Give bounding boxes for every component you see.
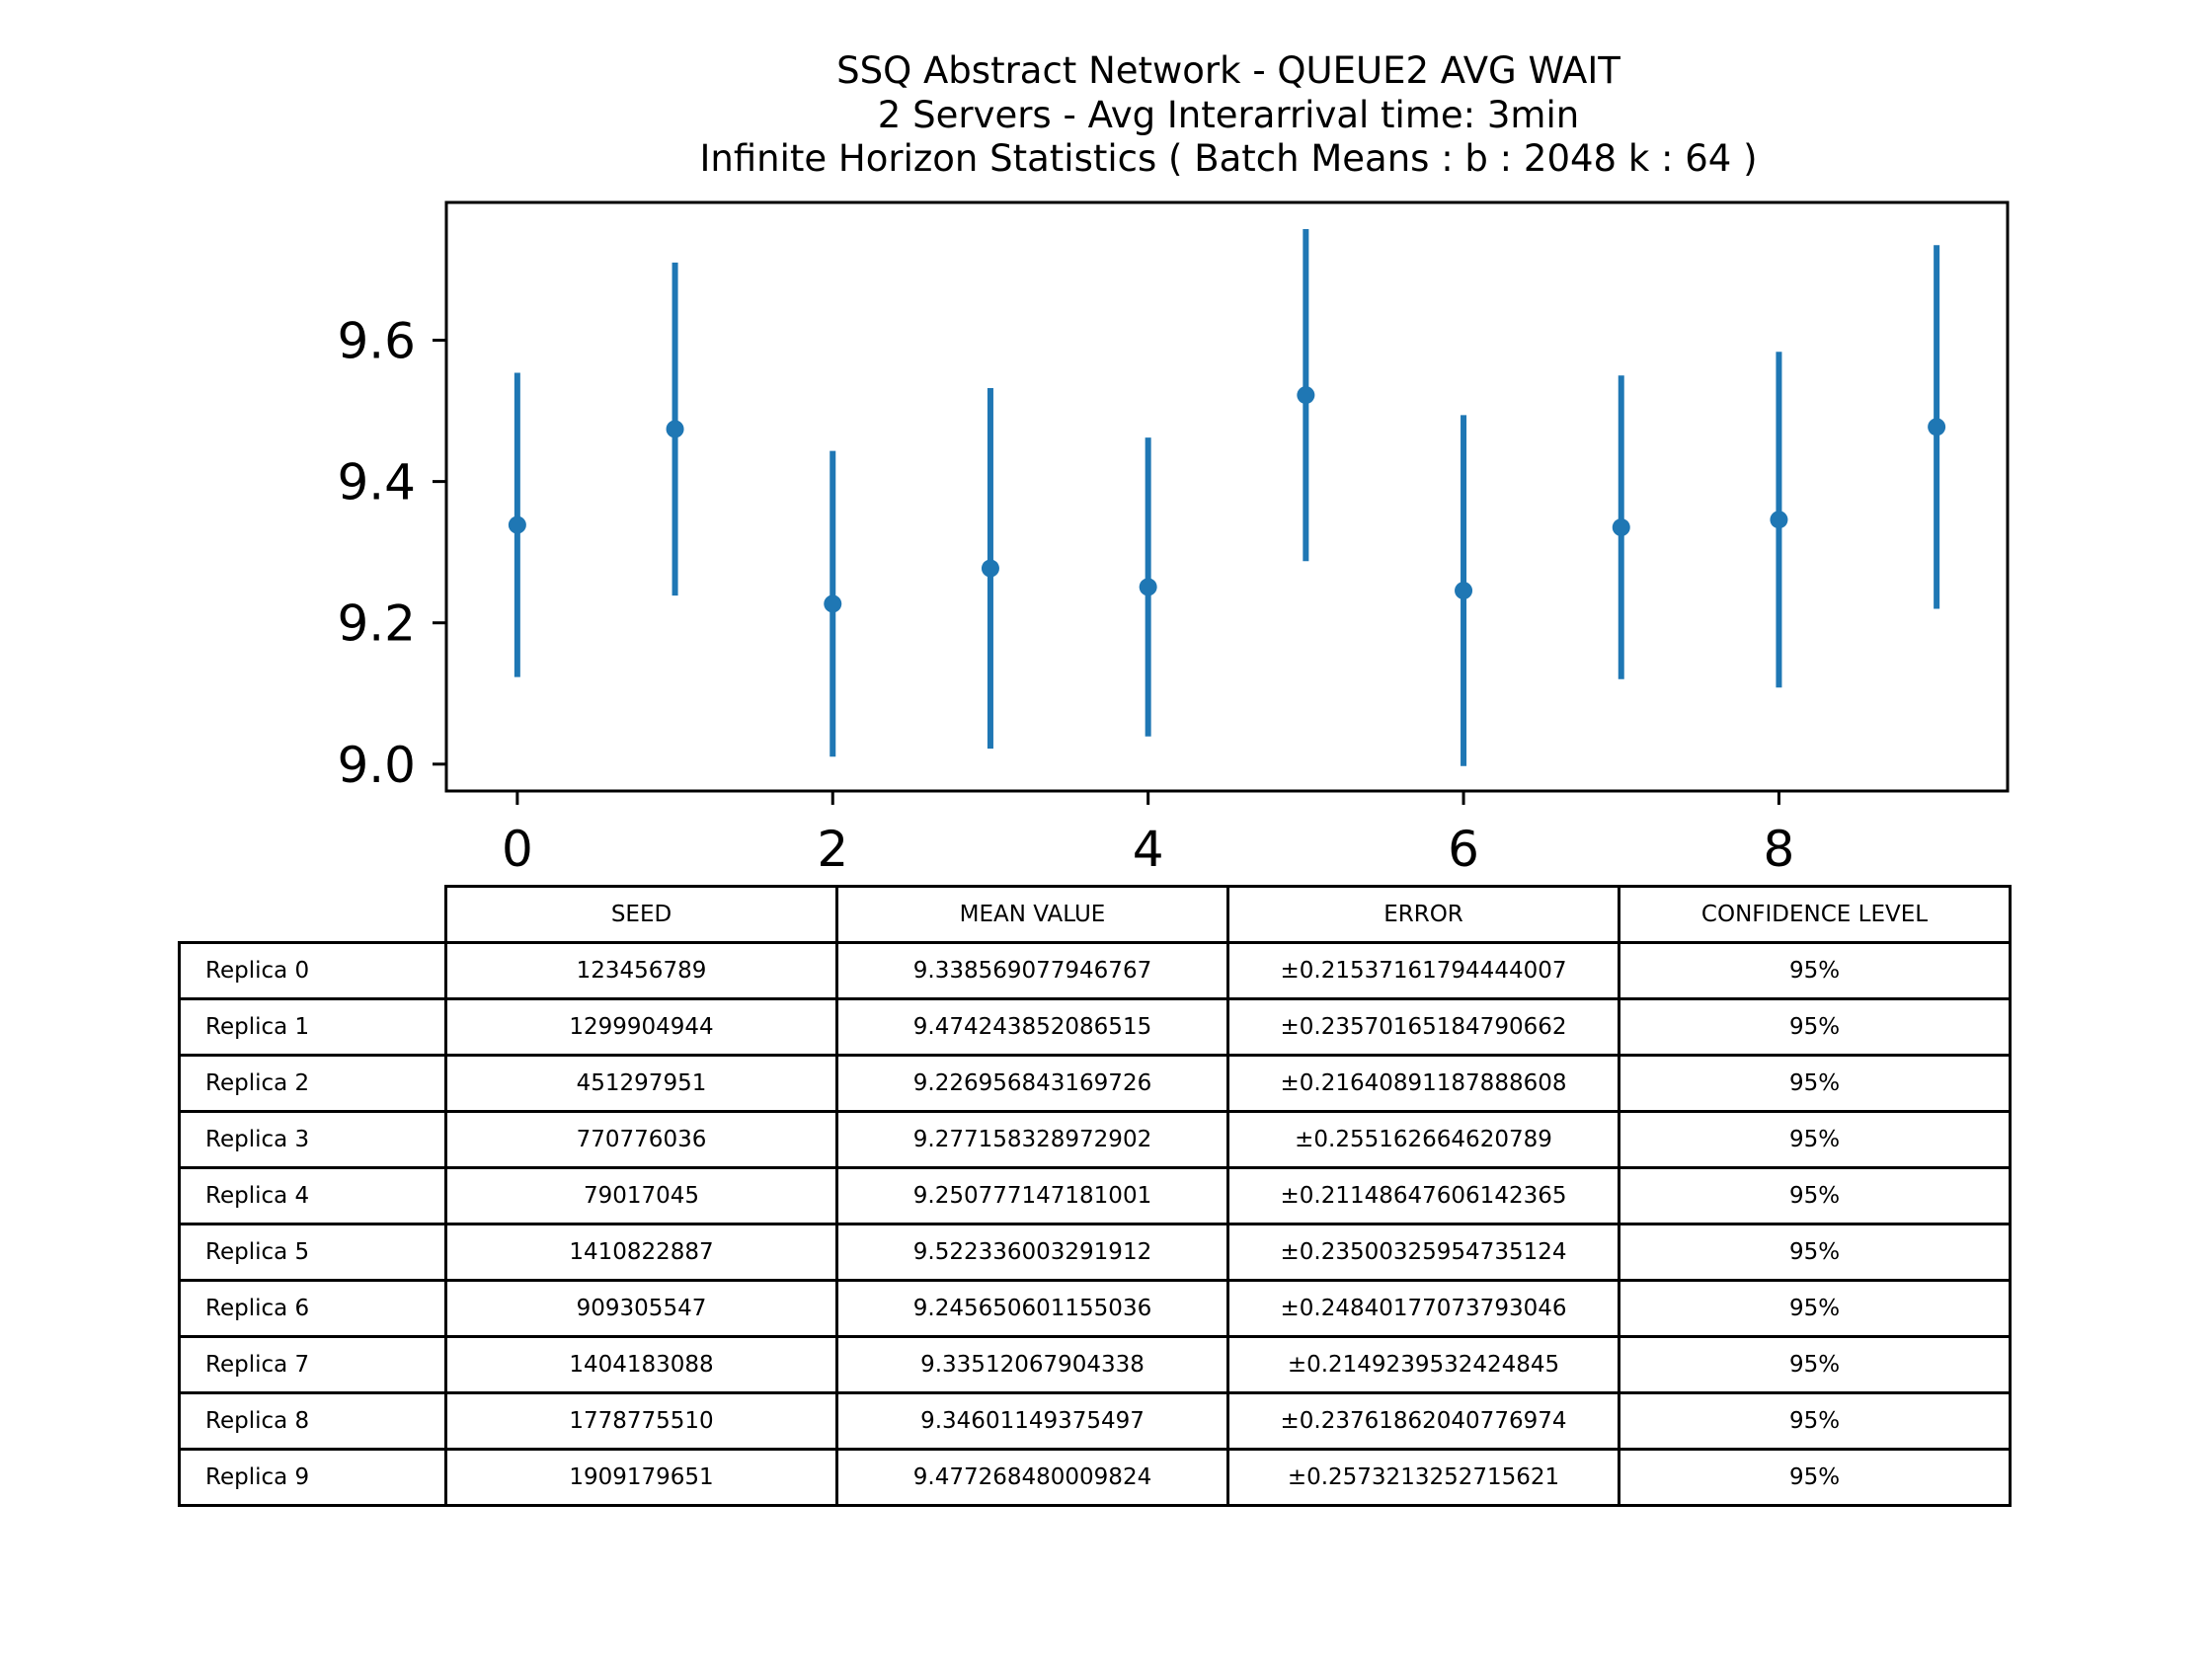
cell-error: ±0.23761862040776974 bbox=[1226, 1391, 1620, 1451]
chart-title-line-3: Infinite Horizon Statistics ( Batch Mean… bbox=[699, 137, 1757, 180]
cell-error: ±0.23500325954735124 bbox=[1226, 1223, 1620, 1282]
x-tick-label-4: 8 bbox=[1764, 821, 1795, 878]
y-axis: 9.0 9.2 9.4 9.6 bbox=[337, 313, 446, 794]
cell-seed: 1299904944 bbox=[444, 997, 838, 1057]
cell-error: ±0.2149239532424845 bbox=[1226, 1335, 1620, 1394]
mean-point-1 bbox=[666, 420, 684, 438]
chart-title-line-1: SSQ Abstract Network - QUEUE2 AVG WAIT bbox=[836, 49, 1620, 92]
row-label: Replica 9 bbox=[178, 1448, 447, 1507]
table-row: Replica 2 451297951 9.226956843169726 ±0.21… bbox=[178, 1054, 2012, 1113]
y-tick-label-0: 9.0 bbox=[337, 737, 416, 794]
cell-seed: 1778775510 bbox=[444, 1391, 838, 1451]
table-row: Replica 0 123456789 9.338569077946767 ±0.21… bbox=[178, 941, 2012, 1000]
row-label: Replica 0 bbox=[178, 941, 447, 1000]
y-tick-label-2: 9.4 bbox=[337, 454, 416, 512]
cell-confidence-level: 95% bbox=[1618, 1391, 2012, 1451]
row-label: Replica 4 bbox=[178, 1166, 447, 1225]
mean-points bbox=[508, 386, 1946, 613]
table-row: Replica 7 1404183088 9.33512067904338 ±0.21… bbox=[178, 1335, 2012, 1394]
mean-point-6 bbox=[1455, 582, 1473, 600]
y-tick-label-3: 9.6 bbox=[337, 313, 416, 370]
chart-title-line-2: 2 Servers - Avg Interarrival time: 3min bbox=[878, 94, 1579, 136]
row-label: Replica 7 bbox=[178, 1335, 447, 1394]
cell-seed: 1404183088 bbox=[444, 1335, 838, 1394]
cell-confidence-level: 95% bbox=[1618, 941, 2012, 1000]
cell-seed: 451297951 bbox=[444, 1054, 838, 1113]
cell-mean-value: 9.474243852086515 bbox=[835, 997, 1229, 1057]
mean-point-3 bbox=[981, 559, 999, 578]
row-label: Replica 5 bbox=[178, 1223, 447, 1282]
x-tick-label-0: 0 bbox=[502, 821, 533, 878]
table-row: Replica 5 1410822887 9.522336003291912 ±0.2… bbox=[178, 1223, 2012, 1282]
cell-confidence-level: 95% bbox=[1618, 997, 2012, 1057]
cell-seed: 123456789 bbox=[444, 941, 838, 1000]
mean-point-7 bbox=[1612, 518, 1630, 537]
cell-confidence-level: 95% bbox=[1618, 1335, 2012, 1394]
mean-point-4 bbox=[1139, 578, 1157, 596]
table-header-row: SEED MEAN VALUE ERROR CONFIDENCE LEVEL bbox=[180, 885, 2012, 944]
row-label: Replica 2 bbox=[178, 1054, 447, 1113]
cell-mean-value: 9.33512067904338 bbox=[835, 1335, 1229, 1394]
errorbar-series bbox=[514, 228, 1940, 766]
column-header-error: ERROR bbox=[1226, 885, 1620, 944]
cell-error: ±0.21148647606142365 bbox=[1226, 1166, 1620, 1225]
y-tick-label-1: 9.2 bbox=[337, 595, 416, 653]
chart-title: SSQ Abstract Network - QUEUE2 AVG WAIT 2… bbox=[699, 49, 1757, 180]
cell-mean-value: 9.34601149375497 bbox=[835, 1391, 1229, 1451]
cell-confidence-level: 95% bbox=[1618, 1166, 2012, 1225]
column-header-mean-value: MEAN VALUE bbox=[835, 885, 1229, 944]
cell-error: ±0.21537161794444007 bbox=[1226, 941, 1620, 1000]
results-table: SEED MEAN VALUE ERROR CONFIDENCE LEVEL R… bbox=[178, 885, 2012, 1507]
cell-confidence-level: 95% bbox=[1618, 1223, 2012, 1282]
cell-confidence-level: 95% bbox=[1618, 1110, 2012, 1169]
cell-error: ±0.2573213252715621 bbox=[1226, 1448, 1620, 1507]
mean-point-9 bbox=[1928, 418, 1946, 436]
table-row: Replica 8 1778775510 9.34601149375497 ±0.23… bbox=[178, 1391, 2012, 1451]
cell-error: ±0.23570165184790662 bbox=[1226, 997, 1620, 1057]
cell-mean-value: 9.522336003291912 bbox=[835, 1223, 1229, 1282]
cell-mean-value: 9.477268480009824 bbox=[835, 1448, 1229, 1507]
row-label: Replica 8 bbox=[178, 1391, 447, 1451]
cell-seed: 770776036 bbox=[444, 1110, 838, 1169]
cell-seed: 1909179651 bbox=[444, 1448, 838, 1507]
x-tick-label-1: 2 bbox=[817, 821, 848, 878]
x-tick-label-3: 6 bbox=[1448, 821, 1479, 878]
row-label: Replica 1 bbox=[178, 997, 447, 1057]
x-tick-label-2: 4 bbox=[1133, 821, 1164, 878]
mean-point-8 bbox=[1770, 511, 1788, 529]
cell-mean-value: 9.250777147181001 bbox=[835, 1166, 1229, 1225]
table-row: Replica 1 1299904944 9.474243852086515 ±0.2… bbox=[178, 997, 2012, 1057]
cell-mean-value: 9.338569077946767 bbox=[835, 941, 1229, 1000]
table-row: Replica 3 770776036 9.277158328972902 ±0.25… bbox=[178, 1110, 2012, 1169]
cell-error: ±0.24840177073793046 bbox=[1226, 1279, 1620, 1338]
cell-seed: 909305547 bbox=[444, 1279, 838, 1338]
table-row: Replica 6 909305547 9.245650601155036 ±0.24… bbox=[178, 1279, 2012, 1338]
mean-point-5 bbox=[1297, 386, 1315, 405]
cell-confidence-level: 95% bbox=[1618, 1279, 2012, 1338]
column-header-seed: SEED bbox=[444, 885, 838, 944]
x-axis: 0 2 4 6 8 bbox=[502, 791, 1794, 878]
cell-error: ±0.255162664620789 bbox=[1226, 1110, 1620, 1169]
table-corner-cell bbox=[180, 887, 446, 943]
cell-confidence-level: 95% bbox=[1618, 1054, 2012, 1113]
row-label: Replica 3 bbox=[178, 1110, 447, 1169]
mean-point-2 bbox=[824, 594, 842, 613]
cell-mean-value: 9.277158328972902 bbox=[835, 1110, 1229, 1169]
cell-seed: 1410822887 bbox=[444, 1223, 838, 1282]
cell-mean-value: 9.245650601155036 bbox=[835, 1279, 1229, 1338]
cell-error: ±0.21640891187888608 bbox=[1226, 1054, 1620, 1113]
column-header-confidence-level: CONFIDENCE LEVEL bbox=[1618, 885, 2012, 944]
cell-mean-value: 9.226956843169726 bbox=[835, 1054, 1229, 1113]
mean-point-0 bbox=[508, 515, 526, 534]
cell-seed: 79017045 bbox=[444, 1166, 838, 1225]
table-row: Replica 4 79017045 9.250777147181001 ±0.211… bbox=[178, 1166, 2012, 1225]
cell-confidence-level: 95% bbox=[1618, 1448, 2012, 1507]
table-row: Replica 9 1909179651 9.477268480009824 ±0.2… bbox=[178, 1448, 2012, 1507]
row-label: Replica 6 bbox=[178, 1279, 447, 1338]
plot-frame bbox=[444, 200, 2010, 793]
